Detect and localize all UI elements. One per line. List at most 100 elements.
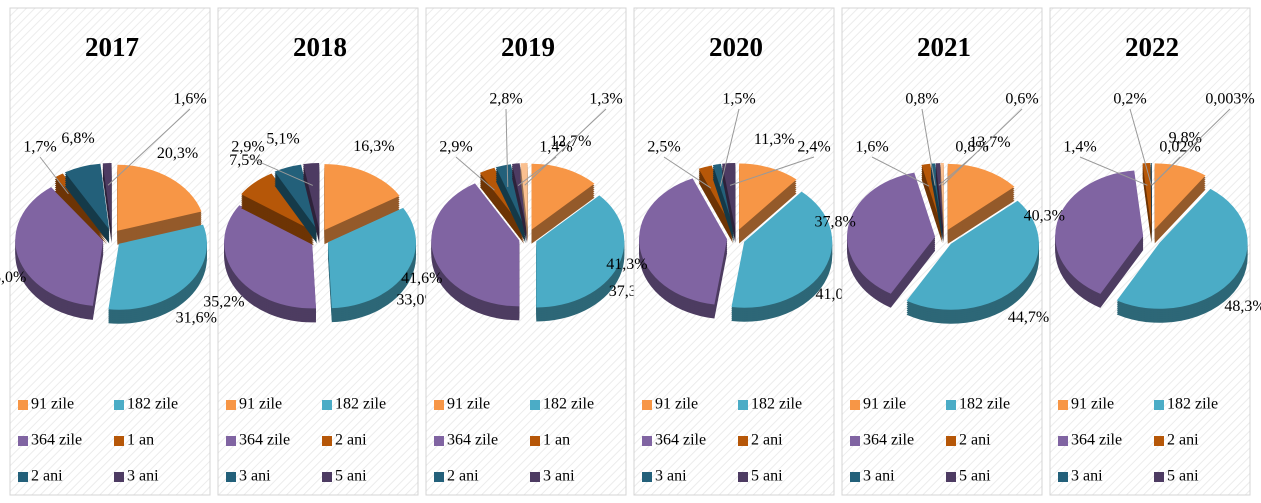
legend-swatch xyxy=(946,400,956,410)
slice xyxy=(536,195,625,322)
slice-top xyxy=(1055,170,1144,294)
legend-swatch xyxy=(434,400,444,410)
slice-side xyxy=(921,171,943,238)
slice-side xyxy=(512,171,527,238)
data-label: 1,7% xyxy=(23,139,56,156)
slice-top xyxy=(15,187,104,306)
data-label: 2,5% xyxy=(647,139,680,156)
data-label: 1,4% xyxy=(539,139,572,156)
data-label: 2,4% xyxy=(797,139,830,156)
legend-swatch xyxy=(850,436,860,446)
legend-label: 5 ani xyxy=(1167,468,1199,485)
slice-side xyxy=(512,169,527,236)
legend-label: 5 ani xyxy=(959,468,991,485)
data-label: 20,3% xyxy=(157,145,198,162)
chart-title: 2017 xyxy=(85,32,139,62)
legend-swatch xyxy=(18,472,28,482)
slice-side xyxy=(930,173,943,240)
legend-swatch xyxy=(530,472,540,482)
data-label: 2,9% xyxy=(439,139,472,156)
legend-swatch xyxy=(1058,400,1068,410)
legend-label: 5 ani xyxy=(335,468,367,485)
slice-top xyxy=(327,207,416,309)
slice-side xyxy=(935,177,944,244)
slice-top xyxy=(1150,163,1152,230)
data-label: 1,6% xyxy=(855,139,888,156)
legend-swatch xyxy=(530,436,540,446)
legend-label: 2 ani xyxy=(1167,432,1199,449)
slice-top xyxy=(935,163,944,230)
slice-top xyxy=(274,164,317,230)
slice-top xyxy=(324,164,400,231)
legend-swatch xyxy=(322,472,332,482)
slice-top xyxy=(431,183,520,307)
data-label: 31,6% xyxy=(176,309,217,326)
legend-label: 182 zile xyxy=(335,396,386,413)
slice-top xyxy=(739,163,797,230)
legend-label: 182 zile xyxy=(543,396,594,413)
slice-top xyxy=(940,163,944,230)
data-label: 41,3% xyxy=(606,256,647,273)
slice-side xyxy=(712,167,735,234)
slice-side xyxy=(935,175,944,242)
legend-swatch xyxy=(1058,436,1068,446)
slice-top xyxy=(1154,163,1206,230)
data-label: 0,6% xyxy=(1005,91,1038,108)
legend-swatch xyxy=(738,436,748,446)
slice xyxy=(324,164,400,245)
slice xyxy=(1150,163,1152,244)
slice-side xyxy=(930,171,943,238)
data-label: 1,3% xyxy=(589,91,622,108)
slice-side xyxy=(921,169,943,236)
legend-label: 364 zile xyxy=(447,432,498,449)
legend-label: 91 zile xyxy=(1071,396,1114,413)
leader-line xyxy=(1079,156,1148,186)
legend-label: 182 zile xyxy=(127,396,178,413)
legend-label: 2 ani xyxy=(751,432,783,449)
legend-swatch xyxy=(1154,472,1164,482)
slice-top xyxy=(102,163,112,230)
chart-title: 2020 xyxy=(709,32,763,62)
slice-side xyxy=(935,165,944,232)
legend-swatch xyxy=(1154,436,1164,446)
data-label: 1,6% xyxy=(173,91,206,108)
slice-side xyxy=(512,167,527,234)
slice-side xyxy=(712,171,735,238)
legend-swatch xyxy=(322,400,332,410)
slice-side xyxy=(930,167,943,234)
data-label: 1,5% xyxy=(722,91,755,108)
legend-label: 3 ani xyxy=(655,468,687,485)
slice xyxy=(847,172,936,308)
legend-label: 3 ani xyxy=(239,468,271,485)
slice-top xyxy=(512,163,527,230)
legend-swatch xyxy=(738,472,748,482)
slice-top xyxy=(241,173,314,232)
slice xyxy=(731,191,833,322)
leader-line xyxy=(505,108,509,187)
legend-label: 3 ani xyxy=(863,468,895,485)
slice-top xyxy=(1142,163,1152,230)
legend-swatch xyxy=(1058,472,1068,482)
legend-swatch xyxy=(642,400,652,410)
data-label: 2,8% xyxy=(489,91,522,108)
slice-side xyxy=(712,169,735,236)
slice-side xyxy=(512,165,527,232)
legend-swatch xyxy=(850,400,860,410)
legend-label: 91 zile xyxy=(863,396,906,413)
data-label: 40,3% xyxy=(1024,208,1065,225)
slice xyxy=(495,164,526,244)
chart-title: 2019 xyxy=(501,32,555,62)
slice-top xyxy=(906,200,1039,310)
legend-swatch xyxy=(642,472,652,482)
data-label: 5,1% xyxy=(266,131,299,148)
data-label: 38,0% xyxy=(0,269,26,286)
data-label: 37,8% xyxy=(814,214,855,231)
slice-top xyxy=(495,164,526,230)
leader-line xyxy=(871,156,930,187)
slice xyxy=(108,224,207,324)
slice xyxy=(64,163,110,244)
data-label: 0,8% xyxy=(955,139,988,156)
leader-line xyxy=(1151,108,1231,186)
slice-side xyxy=(935,167,944,234)
slice-top xyxy=(639,178,728,305)
